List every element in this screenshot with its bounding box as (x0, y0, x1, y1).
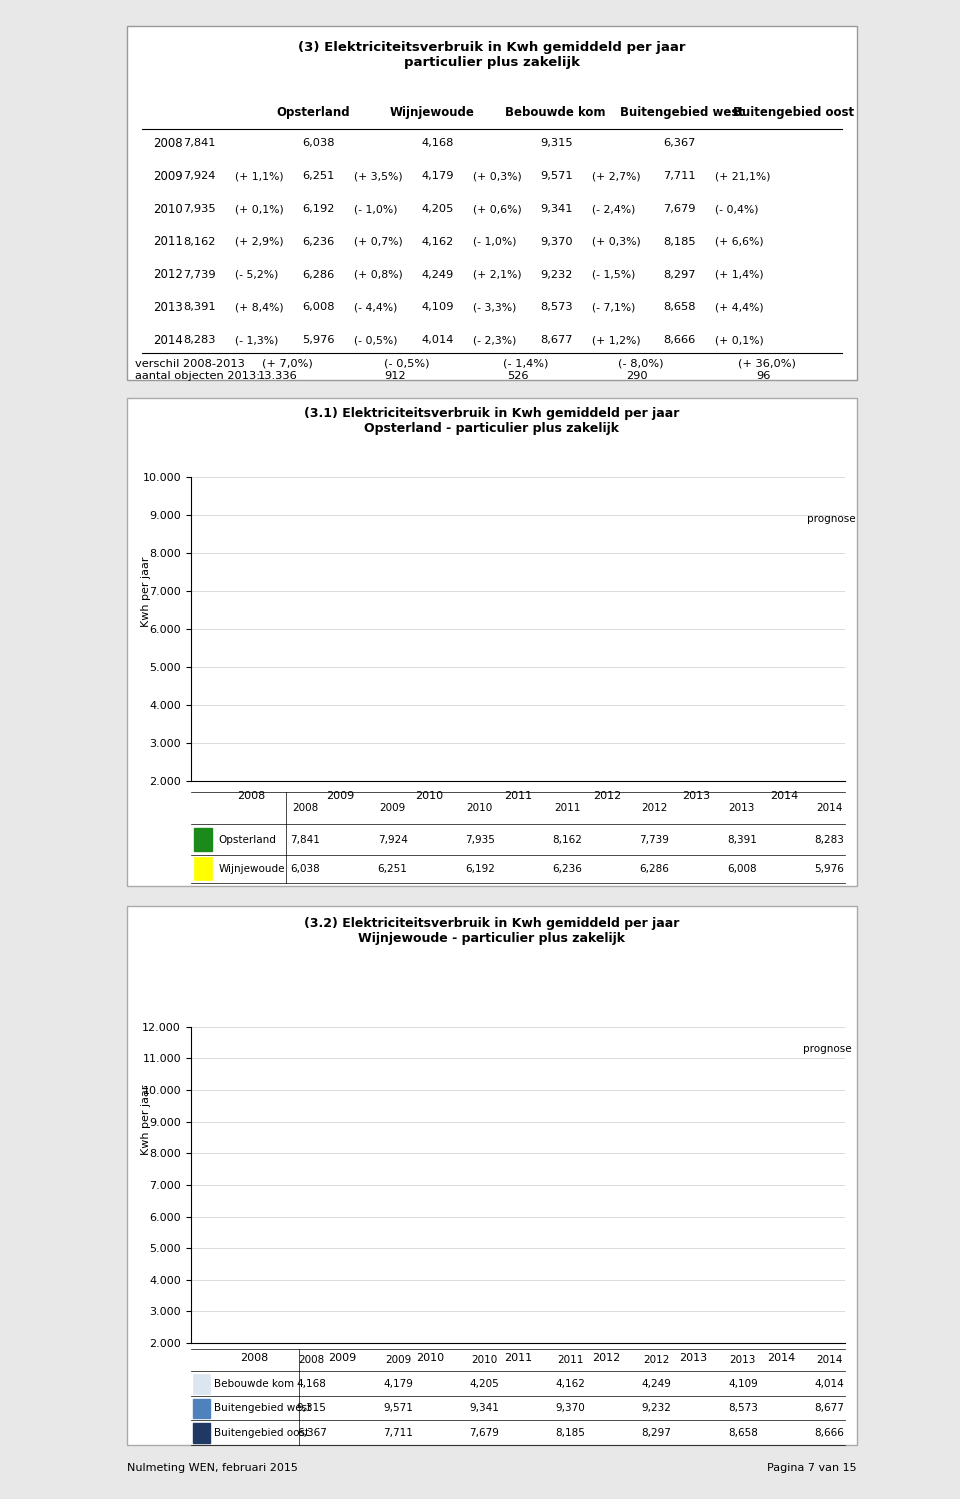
Text: 6,286: 6,286 (302, 270, 334, 280)
Text: 7,935: 7,935 (183, 204, 216, 214)
Text: 6,367: 6,367 (663, 138, 695, 148)
Text: 4,205: 4,205 (421, 204, 454, 214)
Text: 2011: 2011 (154, 235, 183, 249)
Text: 5,976: 5,976 (302, 336, 335, 345)
Text: 6,236: 6,236 (302, 237, 334, 247)
Text: 9,341: 9,341 (540, 204, 573, 214)
Text: (- 7,1%): (- 7,1%) (592, 303, 636, 312)
Text: 6,008: 6,008 (302, 303, 335, 312)
Text: (+ 0,7%): (+ 0,7%) (354, 237, 403, 247)
Text: Opsterland: Opsterland (276, 105, 350, 118)
Text: (- 2,4%): (- 2,4%) (592, 204, 636, 214)
Text: 8,297: 8,297 (663, 270, 696, 280)
Text: (- 1,3%): (- 1,3%) (235, 336, 278, 345)
Text: 4,109: 4,109 (421, 303, 454, 312)
Text: (+ 1,2%): (+ 1,2%) (592, 336, 641, 345)
Text: (+ 2,9%): (+ 2,9%) (235, 237, 284, 247)
Text: 8,283: 8,283 (183, 336, 216, 345)
Text: Wijnjewoude: Wijnjewoude (390, 105, 475, 118)
Text: (3) Elektriciteitsverbruik in Kwh gemiddeld per jaar
particulier plus zakelijk: (3) Elektriciteitsverbruik in Kwh gemidd… (299, 40, 685, 69)
Text: 8,391: 8,391 (183, 303, 216, 312)
Text: (- 1,0%): (- 1,0%) (473, 237, 516, 247)
Text: Kwh per jaar: Kwh per jaar (141, 556, 151, 627)
Text: 7,711: 7,711 (663, 171, 696, 181)
Text: 4,249: 4,249 (421, 270, 453, 280)
Text: (- 3,3%): (- 3,3%) (473, 303, 516, 312)
Text: 6,251: 6,251 (302, 171, 335, 181)
Text: 7,841: 7,841 (183, 138, 216, 148)
Text: 96: 96 (756, 372, 771, 381)
FancyBboxPatch shape (128, 25, 856, 379)
Text: 9,315: 9,315 (540, 138, 573, 148)
Text: Pagina 7 van 15: Pagina 7 van 15 (767, 1463, 856, 1474)
Text: (+ 2,7%): (+ 2,7%) (592, 171, 641, 181)
Text: verschil 2008-2013: verschil 2008-2013 (134, 358, 245, 369)
Text: (+ 0,8%): (+ 0,8%) (354, 270, 403, 280)
Text: (+ 4,4%): (+ 4,4%) (715, 303, 764, 312)
Text: (- 1,4%): (- 1,4%) (503, 358, 548, 369)
Text: 9,370: 9,370 (540, 237, 573, 247)
Text: 526: 526 (507, 372, 529, 381)
Text: (+ 2,1%): (+ 2,1%) (473, 270, 522, 280)
Text: (+ 0,1%): (+ 0,1%) (715, 336, 764, 345)
Text: 13.336: 13.336 (257, 372, 298, 381)
Text: 8,666: 8,666 (663, 336, 695, 345)
Text: (- 2,3%): (- 2,3%) (473, 336, 516, 345)
Text: (3.2) Elektriciteitsverbruik in Kwh gemiddeld per jaar
Wijnjewoude - particulier: (3.2) Elektriciteitsverbruik in Kwh gemi… (304, 916, 680, 944)
Text: Buitengebied west: Buitengebied west (620, 105, 744, 118)
Text: 7,924: 7,924 (183, 171, 216, 181)
Text: (- 4,4%): (- 4,4%) (354, 303, 397, 312)
Text: 8,162: 8,162 (183, 237, 216, 247)
Text: 7,739: 7,739 (183, 270, 216, 280)
Text: (3.1) Elektriciteitsverbruik in Kwh gemiddeld per jaar
Opsterland - particulier : (3.1) Elektriciteitsverbruik in Kwh gemi… (304, 408, 680, 436)
Text: Bebouwde kom: Bebouwde kom (505, 105, 606, 118)
Text: 2013: 2013 (154, 301, 183, 313)
Text: 6,192: 6,192 (302, 204, 335, 214)
Text: 2009: 2009 (154, 169, 183, 183)
Text: (- 8,0%): (- 8,0%) (618, 358, 663, 369)
Text: 2014: 2014 (154, 334, 183, 346)
Text: (- 1,5%): (- 1,5%) (592, 270, 636, 280)
Text: (+ 6,6%): (+ 6,6%) (715, 237, 764, 247)
Text: 8,573: 8,573 (540, 303, 573, 312)
Text: 2010: 2010 (154, 202, 183, 216)
Text: 7,679: 7,679 (663, 204, 696, 214)
Text: (- 0,5%): (- 0,5%) (354, 336, 397, 345)
FancyBboxPatch shape (128, 397, 856, 886)
Text: 9,232: 9,232 (540, 270, 573, 280)
Text: 8,677: 8,677 (540, 336, 573, 345)
Text: (+ 1,4%): (+ 1,4%) (715, 270, 764, 280)
Text: 6,038: 6,038 (302, 138, 335, 148)
Text: 912: 912 (384, 372, 406, 381)
Text: (+ 0,3%): (+ 0,3%) (592, 237, 641, 247)
Text: Buitengebied oost: Buitengebied oost (732, 105, 853, 118)
Text: 9,571: 9,571 (540, 171, 573, 181)
Text: 2008: 2008 (154, 136, 183, 150)
Text: 290: 290 (626, 372, 648, 381)
Text: (+ 21,1%): (+ 21,1%) (715, 171, 771, 181)
Text: (+ 7,0%): (+ 7,0%) (262, 358, 313, 369)
Text: Nulmeting WEN, februari 2015: Nulmeting WEN, februari 2015 (128, 1463, 299, 1474)
Text: (+ 8,4%): (+ 8,4%) (235, 303, 284, 312)
Text: (+ 0,1%): (+ 0,1%) (235, 204, 284, 214)
FancyBboxPatch shape (128, 905, 856, 1445)
Text: (+ 1,1%): (+ 1,1%) (235, 171, 284, 181)
Text: 4,168: 4,168 (421, 138, 454, 148)
Text: (+ 36,0%): (+ 36,0%) (738, 358, 796, 369)
Text: (+ 0,3%): (+ 0,3%) (473, 171, 522, 181)
Text: 4,014: 4,014 (421, 336, 454, 345)
Text: (+ 3,5%): (+ 3,5%) (354, 171, 403, 181)
Text: 4,162: 4,162 (421, 237, 453, 247)
Text: aantal objecten 2013:: aantal objecten 2013: (134, 372, 260, 381)
Text: (- 5,2%): (- 5,2%) (235, 270, 278, 280)
Text: 8,185: 8,185 (663, 237, 696, 247)
Text: 2012: 2012 (154, 268, 183, 282)
Text: Kwh per jaar: Kwh per jaar (141, 1085, 151, 1156)
Text: 4,179: 4,179 (421, 171, 454, 181)
Text: (- 1,0%): (- 1,0%) (354, 204, 397, 214)
Text: (+ 0,6%): (+ 0,6%) (473, 204, 522, 214)
Text: (- 0,4%): (- 0,4%) (715, 204, 758, 214)
Text: 8,658: 8,658 (663, 303, 696, 312)
Text: (- 0,5%): (- 0,5%) (384, 358, 429, 369)
